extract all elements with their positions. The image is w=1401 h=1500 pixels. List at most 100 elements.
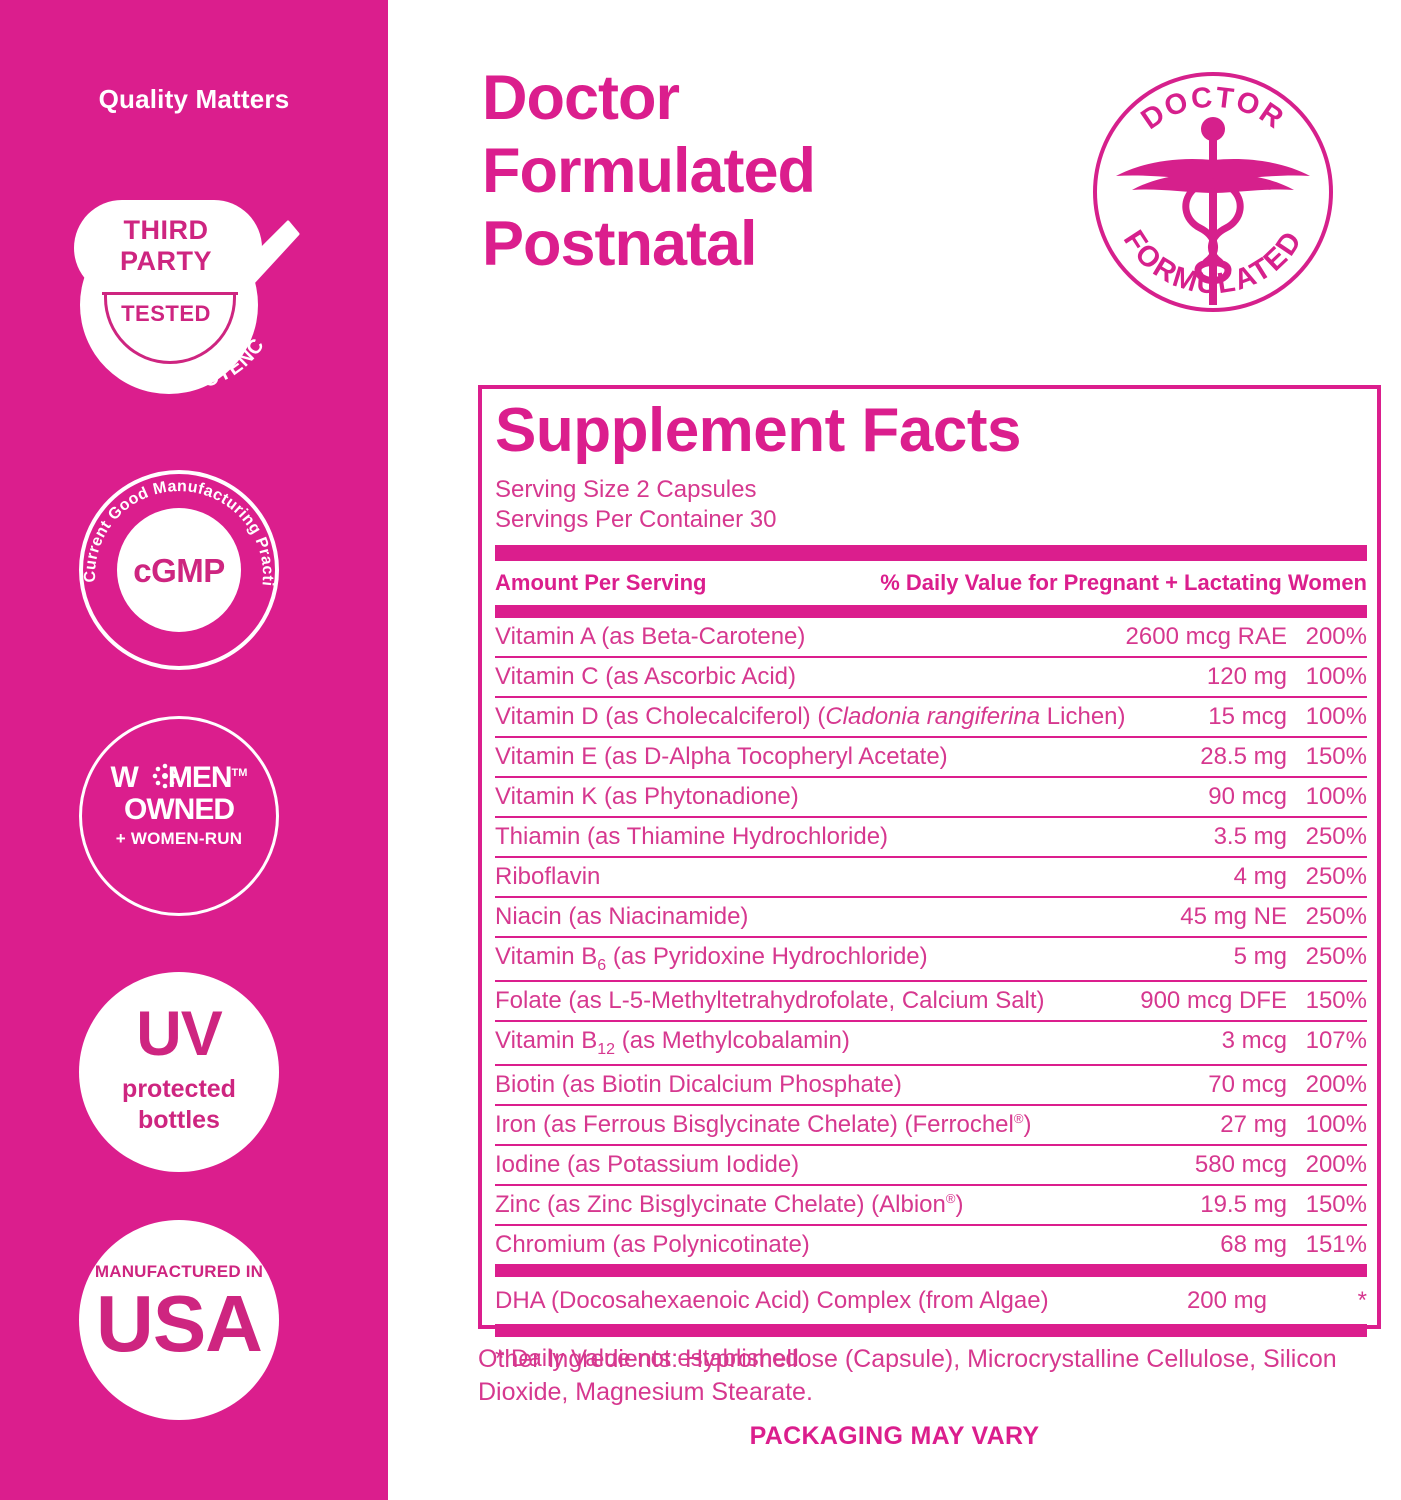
serving-info: Serving Size 2 Capsules Servings Per Con… (495, 475, 1367, 535)
header-amount-per-serving: Amount Per Serving (495, 570, 707, 595)
supplement-facts-panel: Supplement Facts Serving Size 2 Capsules… (478, 385, 1381, 1372)
nutrient-amount: 15 mcg (1125, 697, 1287, 738)
badge-third-party-tested: PURITY & POTENCY THIRD PARTY TESTED (74, 194, 304, 395)
doctor-formulated-badge: DOCTOR FORMULATED (1087, 66, 1339, 318)
divider-bar-top (495, 545, 1367, 561)
nutrient-amount: 28.5 mg (1125, 737, 1287, 778)
title-line-2: Formulated (482, 136, 816, 206)
quality-sidebar: Quality Matters PURITY & POTENCY THIRD P… (0, 0, 388, 1500)
nutrient-name: Niacin (as Niacinamide) (495, 897, 1126, 938)
nutrient-name: Vitamin B12 (as Methylcobalamin) (495, 1020, 1126, 1066)
nutrient-name: Zinc (as Zinc Bisglycinate Chelate) (Alb… (495, 1184, 1126, 1226)
badge-uv-protected: UV protected bottles (74, 972, 284, 1182)
table-row: Vitamin C (as Ascorbic Acid) 120 mg 100% (495, 657, 1367, 698)
women-owned-men: MEN (167, 761, 233, 794)
nutrient-daily-value: 100% (1286, 1104, 1367, 1146)
table-row: Vitamin E (as D-Alpha Tocopheryl Acetate… (495, 737, 1367, 778)
daily-value-footnote: * Daily Value not established. (495, 1344, 806, 1372)
title-line-3: Postnatal (482, 209, 758, 279)
title-line-1: Doctor (482, 63, 680, 133)
nutrient-name: Folate (as L-5-Methyltetrahydrofolate, C… (495, 980, 1126, 1022)
nutrient-daily-value: 200% (1286, 1144, 1367, 1186)
table-row: Folate (as L-5-Methyltetrahydrofolate, C… (495, 980, 1367, 1022)
nutrient-daily-value: 151% (1305, 1230, 1367, 1258)
table-row: Riboflavin 4 mg 250% (495, 857, 1367, 898)
nutrient-name: Iron (as Ferrous Bisglycinate Chelate) (… (495, 1104, 1126, 1146)
nutrient-name: Biotin (as Biotin Dicalcium Phosphate) (495, 1064, 1126, 1106)
nutrient-name: Vitamin A (as Beta-Carotene) (495, 618, 1126, 658)
usa-line2: USA (96, 1279, 263, 1368)
nutrient-daily-value: 100% (1286, 697, 1367, 738)
badge-women-owned: W MENTM OWNED + WOMEN-RUN (74, 716, 284, 926)
serving-size: Serving Size 2 Capsules (495, 476, 757, 503)
divider-bar-header (495, 605, 1367, 618)
other-ingredients: Other Ingredients: Hypromellose (Capsule… (478, 1345, 1337, 1406)
third-party-line1: THIRD (123, 215, 209, 245)
nutrient-amount: 5 mg (1125, 937, 1287, 982)
women-owned-tm: TM (231, 767, 248, 779)
table-row: Zinc (as Zinc Bisglycinate Chelate) (Alb… (495, 1184, 1367, 1226)
nutrient-daily-value: 100% (1286, 777, 1367, 818)
nutrient-daily-value: 200% (1286, 618, 1367, 658)
nutrient-name: Iodine (as Potassium Iodide) (495, 1144, 1126, 1186)
usa-circle (79, 1220, 279, 1420)
nutrient-amount: 90 mcg (1125, 777, 1287, 818)
table-row: Vitamin D (as Cholecalciferol) (Cladonia… (495, 697, 1367, 738)
table-row: Niacin (as Niacinamide) 45 mg NE 250% (495, 897, 1367, 938)
table-row: Biotin (as Biotin Dicalcium Phosphate) 70… (495, 1064, 1367, 1106)
cgmp-label: cGMP (133, 552, 225, 589)
nutrient-daily-value: 100% (1286, 657, 1367, 698)
supplement-facts-title: Supplement Facts (495, 396, 1022, 465)
third-party-line3: TESTED (121, 301, 211, 326)
uv-line2: protected bottles (79, 1074, 279, 1136)
cgmp-ring (79, 470, 279, 670)
servings-per-container: Servings Per Container 30 (495, 506, 777, 533)
uv-circle (79, 972, 279, 1172)
nutrient-amount: 70 mcg (1125, 1064, 1287, 1106)
nutrient-daily-value: 150% (1286, 1184, 1367, 1226)
table-row: Iodine (as Potassium Iodide) 580 mcg 200% (495, 1144, 1367, 1186)
nutrient-amount: 19.5 mg (1125, 1184, 1287, 1226)
nutrient-name: Chromium (as Polynicotinate) (495, 1230, 810, 1258)
nutrient-amount: 3.5 mg (1125, 817, 1287, 858)
main-panel: Doctor Formulated Postnatal DOCTOR FORMU… (388, 0, 1401, 1500)
caduceus-icon (1116, 117, 1310, 305)
nutrient-amount: 68 mg (1220, 1230, 1287, 1258)
packaging-note: PACKAGING MAY VARY (749, 1422, 1040, 1450)
supplement-facts-inner: Supplement Facts Serving Size 2 Capsules… (495, 397, 1367, 1377)
badge-manufactured-in-usa: MANUFACTURED IN USA (74, 1220, 284, 1430)
nutrient-daily-value: 150% (1286, 980, 1367, 1022)
table-row: Chromium (as Polynicotinate) 68 mg 151% (495, 1225, 1367, 1264)
cgmp-inner-circle (117, 508, 241, 632)
nutrient-name: Vitamin B6 (as Pyridoxine Hydrochloride) (495, 937, 1126, 982)
nutrient-daily-value: 250% (1286, 937, 1367, 982)
nutrient-daily-value: 107% (1286, 1020, 1367, 1066)
nutrient-daily-value: 150% (1286, 737, 1367, 778)
checkmark-icon (218, 220, 300, 286)
table-row: Vitamin K (as Phytonadione) 90 mcg 100% (495, 777, 1367, 818)
dha-amount: 200 mg (1186, 1286, 1267, 1314)
third-party-line2: PARTY (119, 246, 212, 276)
nutrient-daily-value: 200% (1286, 1064, 1367, 1106)
table-row-dha: DHA (Docosahexaenoic Acid) Complex (from… (495, 1277, 1367, 1324)
nutrient-amount: 580 mcg (1125, 1144, 1287, 1186)
nutrient-daily-value: 250% (1286, 857, 1367, 898)
nutrient-name: Vitamin E (as D-Alpha Tocopheryl Acetate… (495, 737, 1126, 778)
nutrient-daily-value: 250% (1286, 817, 1367, 858)
nutrient-name: Riboflavin (495, 857, 1126, 898)
nutrient-daily-value: 250% (1286, 897, 1367, 938)
nutrient-amount: 27 mg (1125, 1104, 1287, 1146)
uv-protected-label: protected (122, 1075, 236, 1103)
nutrient-name: Vitamin C (as Ascorbic Acid) (495, 657, 1126, 698)
third-party-divider (102, 292, 238, 295)
uv-line1: UV (136, 999, 223, 1069)
nutrients-table: Vitamin A (as Beta-Carotene) 2600 mcg RAE… (495, 618, 1367, 1264)
usa-line1: MANUFACTURED IN (94, 1262, 264, 1281)
table-column-headers: Amount Per Serving % Daily Value for Pre… (495, 561, 1367, 605)
women-owned-ring (79, 716, 279, 916)
nutrient-name: Vitamin K (as Phytonadione) (495, 777, 1126, 818)
nutrient-name: Vitamin D (as Cholecalciferol) (Cladonia… (495, 697, 1126, 738)
starburst-icon (152, 763, 178, 789)
nutrient-amount: 900 mcg DFE (1125, 980, 1287, 1022)
